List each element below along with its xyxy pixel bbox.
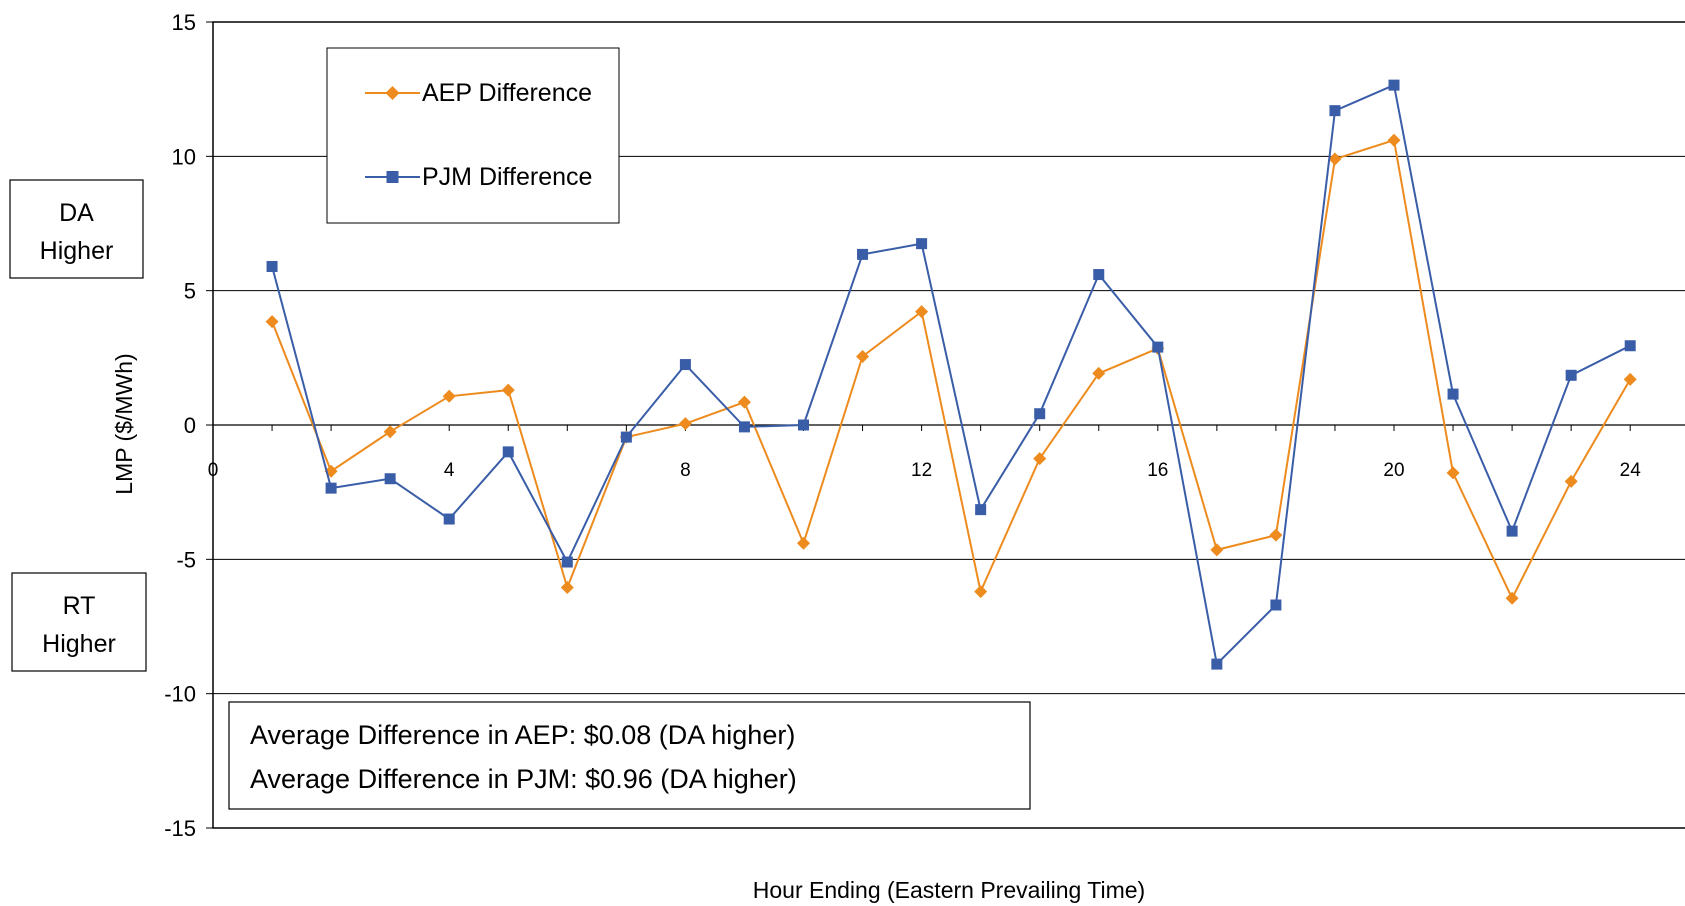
point-pjm-hour-14	[1034, 408, 1046, 420]
rt-higher-line-1: RT	[63, 592, 96, 620]
rt-higher-line-2: Higher	[42, 630, 116, 658]
y-tick-label-0: 0	[184, 413, 196, 438]
average-difference-aep: Average Difference in AEP: $0.08 (DA hig…	[250, 720, 795, 750]
x-tick-label-0: 0	[208, 460, 219, 481]
point-aep-hour-12	[915, 305, 929, 319]
point-aep-hour-9	[737, 395, 751, 409]
point-aep-hour-11	[856, 349, 870, 363]
legend-item-pjm: PJM Difference	[365, 163, 592, 191]
average-difference-box: Average Difference in AEP: $0.08 (DA hig…	[228, 701, 1031, 810]
point-pjm-hour-21	[1447, 388, 1459, 400]
point-aep-hour-13	[974, 585, 988, 599]
y-tick-label--5: -5	[176, 547, 196, 572]
rt-higher-callout: RT Higher	[11, 572, 147, 672]
point-pjm-hour-19	[1329, 105, 1341, 117]
point-aep-hour-17	[1210, 543, 1224, 557]
point-aep-hour-24	[1623, 372, 1637, 386]
point-pjm-hour-18	[1270, 599, 1282, 611]
point-pjm-hour-9	[738, 421, 750, 433]
series-line-pjm	[271, 83, 1631, 667]
point-aep-hour-18	[1269, 528, 1283, 542]
da-higher-callout: DA Higher	[9, 179, 144, 279]
point-aep-hour-20	[1387, 133, 1401, 147]
legend-swatch-aep-diamond	[385, 86, 400, 100]
x-tick-label-4: 4	[444, 460, 455, 481]
point-pjm-hour-13	[975, 504, 987, 516]
rt-higher-box	[11, 572, 147, 672]
point-pjm-hour-20	[1388, 79, 1400, 91]
point-aep-hour-3	[383, 425, 397, 439]
legend-swatch-pjm-square	[386, 171, 399, 183]
axis-ticks: 15 10 5 0 -5 -10 -15 0 4 8 12 16 20 24	[164, 10, 1641, 841]
y-tick-label-5: 5	[184, 279, 196, 304]
point-aep-hour-5	[501, 383, 515, 397]
da-higher-line-2: Higher	[40, 237, 114, 265]
point-aep-hour-19	[1328, 152, 1342, 166]
x-tick-label-24: 24	[1620, 460, 1642, 481]
x-tick-label-8: 8	[680, 460, 691, 481]
y-tick-label-10: 10	[172, 144, 196, 169]
point-pjm-hour-1	[266, 260, 278, 272]
point-pjm-hour-4	[443, 513, 455, 525]
point-pjm-hour-6	[561, 556, 573, 568]
da-higher-box	[9, 179, 144, 279]
point-pjm-hour-10	[798, 419, 809, 431]
y-axis-title: LMP ($/MWh)	[111, 353, 137, 494]
point-aep-hour-21	[1446, 466, 1460, 480]
da-higher-line-1: DA	[59, 199, 94, 227]
y-tick-label--10: -10	[164, 682, 196, 707]
point-pjm-hour-8	[679, 359, 691, 371]
point-aep-hour-23	[1564, 474, 1578, 488]
y-tick-label--15: -15	[164, 816, 196, 841]
x-tick-label-12: 12	[911, 460, 932, 481]
series-line-aep	[271, 138, 1632, 601]
data-series	[265, 79, 1637, 670]
point-pjm-hour-5	[502, 446, 514, 458]
legend-box	[326, 47, 620, 224]
point-pjm-hour-17	[1211, 658, 1223, 670]
point-aep-hour-22	[1505, 591, 1519, 605]
average-difference-frame	[228, 701, 1031, 810]
point-pjm-hour-23	[1565, 369, 1577, 381]
average-difference-pjm: Average Difference in PJM: $0.96 (DA hig…	[250, 764, 797, 794]
point-pjm-hour-12	[916, 238, 928, 250]
point-aep-hour-14	[1033, 452, 1047, 466]
point-aep-hour-15	[1092, 366, 1106, 380]
x-tick-label-16: 16	[1147, 460, 1168, 481]
point-aep-hour-1	[265, 315, 279, 329]
point-pjm-hour-15	[1093, 269, 1105, 281]
point-aep-hour-6	[560, 581, 574, 595]
x-tick-label-20: 20	[1383, 460, 1404, 481]
point-pjm-hour-2	[325, 482, 337, 494]
point-pjm-hour-7	[620, 431, 632, 443]
legend-label-aep: AEP Difference	[422, 79, 592, 107]
point-aep-hour-10	[797, 536, 810, 550]
x-axis-title: Hour Ending (Eastern Prevailing Time)	[753, 877, 1145, 903]
point-pjm-hour-11	[857, 248, 869, 260]
point-pjm-hour-22	[1506, 525, 1518, 537]
legend-label-pjm: PJM Difference	[422, 163, 592, 191]
y-tick-label-15: 15	[172, 10, 196, 35]
legend-item-aep: AEP Difference	[365, 79, 592, 107]
point-pjm-hour-24	[1624, 340, 1636, 352]
point-aep-hour-4	[442, 389, 456, 403]
point-pjm-hour-16	[1152, 341, 1164, 353]
point-aep-hour-8	[678, 417, 692, 431]
point-pjm-hour-3	[384, 473, 396, 485]
legend: AEP Difference PJM Difference	[326, 47, 620, 224]
